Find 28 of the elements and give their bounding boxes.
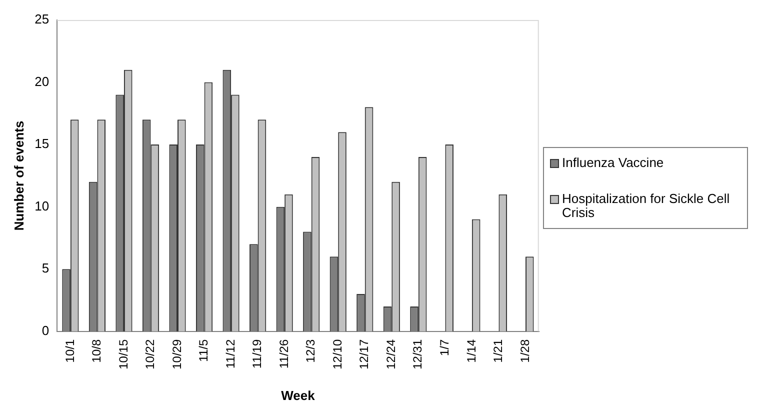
x-tick-label: 10/22 — [143, 339, 158, 370]
y-axis-title: Number of events — [11, 120, 26, 231]
y-tick-label: 20 — [34, 74, 50, 89]
legend-label: Hospitalization for Sickle Cell Crisis — [562, 191, 731, 220]
x-tick-label: 11/12 — [223, 339, 238, 369]
y-tick-label: 25 — [34, 12, 50, 27]
x-tick-label: 10/1 — [62, 339, 77, 363]
x-tick-label: 12/31 — [410, 339, 425, 370]
x-axis-title: Week — [281, 388, 316, 403]
x-tick-label: 12/3 — [304, 339, 318, 363]
x-tick-label: 10/8 — [90, 339, 104, 363]
x-tick-label: 1/28 — [518, 339, 532, 363]
x-tick-label: 1/14 — [464, 339, 478, 363]
x-tick-label: 11/5 — [196, 339, 211, 362]
x-tick-label: 12/24 — [384, 339, 398, 370]
x-tick-label: 1/21 — [491, 339, 506, 363]
y-tick-label: 5 — [42, 260, 50, 276]
x-tick-label: 1/7 — [438, 339, 452, 356]
y-tick-label: 10 — [34, 198, 50, 214]
x-tick-label: 10/29 — [170, 339, 184, 370]
x-tick-label: 12/17 — [357, 339, 372, 370]
x-tick-label: 12/10 — [330, 339, 344, 370]
y-tick-label: 15 — [34, 136, 50, 152]
x-tick-label: 11/19 — [250, 339, 264, 369]
x-tick-label: 10/15 — [116, 339, 130, 370]
legend-label: Influenza Vaccine — [562, 155, 664, 170]
y-tick-label: 0 — [42, 322, 50, 338]
x-tick-label: 11/26 — [276, 339, 291, 369]
